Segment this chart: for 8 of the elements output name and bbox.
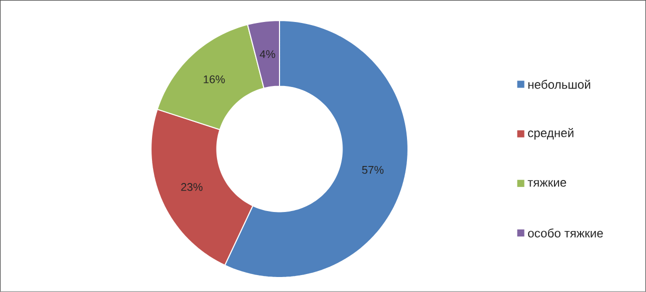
legend-label: небольшой <box>528 80 590 89</box>
legend-label: особо тяжкие <box>528 228 603 238</box>
data-label: 16% <box>204 75 225 84</box>
legend-label: тяжкие <box>528 180 566 187</box>
legend-label: средней <box>528 128 574 140</box>
data-label: 57% <box>362 166 384 174</box>
data-label: 4% <box>260 50 276 58</box>
data-label: 23% <box>181 183 202 191</box>
